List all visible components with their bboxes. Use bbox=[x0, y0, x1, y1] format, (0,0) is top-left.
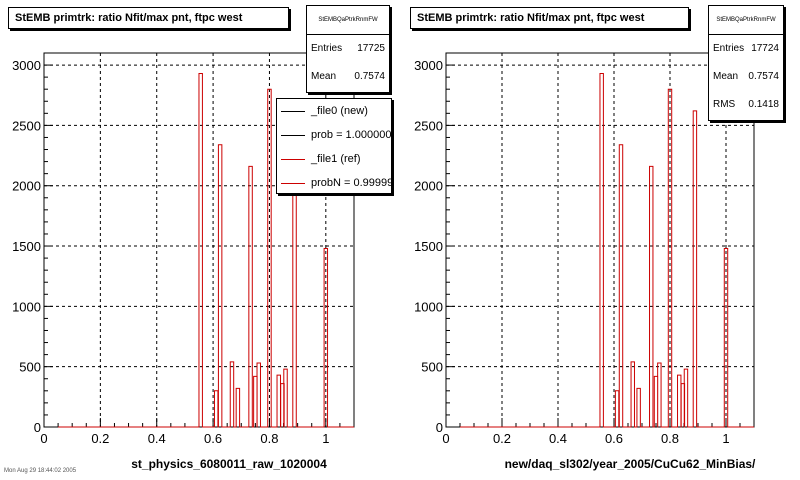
stats-name: StEMBQaPtrkRnmFW bbox=[307, 6, 389, 35]
histogram-bin bbox=[277, 375, 280, 427]
x-tick-label: 0.8 bbox=[260, 431, 278, 446]
y-tick-label: 3000 bbox=[414, 58, 443, 73]
x-tick-label: 1 bbox=[322, 431, 329, 446]
stats-value: 0.1418 bbox=[748, 99, 779, 110]
stats-name: StEMBQaPtrkRnmFW bbox=[709, 6, 783, 35]
timestamp-footer: Mon Aug 29 18:44:02 2005 bbox=[4, 468, 77, 474]
legend-swatch bbox=[281, 183, 305, 184]
histogram-bin bbox=[693, 111, 696, 427]
x-axis-label: new/daq_sl302/year_2005/CuCu62_MinBias/ bbox=[505, 457, 756, 471]
legend-swatch bbox=[281, 111, 305, 112]
histogram-bin bbox=[678, 375, 681, 427]
histogram-bin bbox=[214, 391, 217, 427]
histogram-bin bbox=[199, 74, 202, 427]
x-tick-label: 0.2 bbox=[91, 431, 109, 446]
stats-row-rms: RMS 0.1418 bbox=[709, 91, 783, 119]
x-tick-label: 0.2 bbox=[493, 431, 511, 446]
stats-row-mean: Mean 0.7574 bbox=[307, 63, 389, 91]
histogram-bin bbox=[668, 89, 671, 427]
stats-value: 0.7574 bbox=[748, 71, 779, 82]
stats-label: Entries bbox=[713, 43, 745, 54]
x-tick-label: 0 bbox=[40, 431, 47, 446]
histogram-bin bbox=[249, 166, 252, 427]
right-stats-box: StEMBQaPtrkRnmFW Entries 17724 Mean 0.75… bbox=[708, 5, 784, 121]
histogram-series bbox=[58, 73, 354, 428]
histogram-bin bbox=[654, 376, 657, 427]
y-tick-label: 1500 bbox=[414, 239, 443, 254]
x-tick-label: 1 bbox=[722, 431, 729, 446]
y-tick-label: 1000 bbox=[12, 299, 41, 314]
histogram-bin bbox=[619, 145, 622, 427]
histogram-bin bbox=[324, 248, 327, 427]
stats-label: Mean bbox=[311, 71, 337, 82]
y-tick-label: 2500 bbox=[12, 118, 41, 133]
histogram-bin bbox=[254, 376, 257, 427]
legend-swatch bbox=[281, 135, 305, 136]
right-plot-title: StEMB primtrk: ratio Nfit/max pnt, ftpc … bbox=[410, 7, 689, 29]
y-tick-label: 0 bbox=[436, 420, 443, 435]
histogram-bin bbox=[724, 248, 727, 427]
left-plot-title: StEMB primtrk: ratio Nfit/max pnt, ftpc … bbox=[8, 7, 289, 29]
histogram-bin bbox=[268, 89, 271, 427]
legend-label: _file1 (ref) bbox=[311, 153, 361, 165]
legend-box: _file0 (new) prob = 1.000000 _file1 (ref… bbox=[276, 98, 392, 194]
stats-value: 17724 bbox=[751, 43, 779, 54]
histogram-bin bbox=[684, 369, 687, 427]
x-tick-label: 0.6 bbox=[605, 431, 623, 446]
stats-value: 0.7574 bbox=[354, 71, 385, 82]
legend-label: prob = 1.000000 bbox=[311, 129, 392, 141]
histogram-bin bbox=[637, 388, 640, 427]
stats-label: RMS bbox=[713, 99, 736, 110]
histogram-bin bbox=[230, 362, 233, 427]
histogram-bin bbox=[631, 362, 634, 427]
x-tick-label: 0.4 bbox=[148, 431, 166, 446]
stats-row-entries: Entries 17724 bbox=[709, 35, 783, 63]
stats-row-mean: Mean 0.7574 bbox=[709, 63, 783, 91]
legend-entry: _file1 (ref) bbox=[277, 147, 391, 171]
histogram-bin bbox=[681, 384, 684, 427]
histogram-bin bbox=[600, 74, 603, 427]
histogram-bin bbox=[236, 388, 239, 427]
y-tick-label: 1500 bbox=[12, 239, 41, 254]
y-tick-label: 2000 bbox=[12, 179, 41, 194]
stats-row-entries: Entries 17725 bbox=[307, 35, 389, 63]
y-tick-label: 0 bbox=[34, 420, 41, 435]
y-tick-label: 500 bbox=[19, 360, 41, 375]
left-stats-box: StEMBQaPtrkRnmFW Entries 17725 Mean 0.75… bbox=[306, 5, 390, 93]
histogram-bin bbox=[281, 384, 284, 427]
legend-label: _file0 (new) bbox=[311, 105, 368, 117]
y-tick-label: 2000 bbox=[414, 179, 443, 194]
x-tick-label: 0.8 bbox=[661, 431, 679, 446]
stats-value: 17725 bbox=[357, 43, 385, 54]
x-tick-label: 0.4 bbox=[549, 431, 567, 446]
legend-entry: prob = 1.000000 bbox=[277, 123, 391, 147]
x-tick-label: 0.6 bbox=[204, 431, 222, 446]
legend-entry: _file0 (new) bbox=[277, 99, 391, 123]
y-tick-label: 3000 bbox=[12, 58, 41, 73]
stats-label: Entries bbox=[311, 43, 343, 54]
histogram-bin bbox=[218, 145, 221, 427]
legend-label: probN = 0.999999 bbox=[311, 177, 392, 189]
histogram-bin bbox=[650, 166, 653, 427]
histogram-series bbox=[460, 73, 754, 428]
y-tick-label: 500 bbox=[421, 360, 443, 375]
histogram-bin bbox=[658, 363, 661, 427]
legend-entry: probN = 0.999999 bbox=[277, 171, 392, 193]
x-tick-label: 0 bbox=[442, 431, 449, 446]
histogram-bin bbox=[257, 363, 260, 427]
plot-1: 0 0.2 0.4 0.6 0.8 1 0 500 1000 1500 2000 2500 3000 ne… bbox=[414, 52, 756, 471]
y-tick-label: 1000 bbox=[414, 299, 443, 314]
legend-swatch bbox=[281, 159, 305, 160]
stats-label: Mean bbox=[713, 71, 739, 82]
y-tick-label: 2500 bbox=[414, 118, 443, 133]
histogram-bin bbox=[615, 391, 618, 427]
x-axis-label: st_physics_6080011_raw_1020004 bbox=[131, 457, 327, 471]
histogram-bin bbox=[284, 369, 287, 427]
